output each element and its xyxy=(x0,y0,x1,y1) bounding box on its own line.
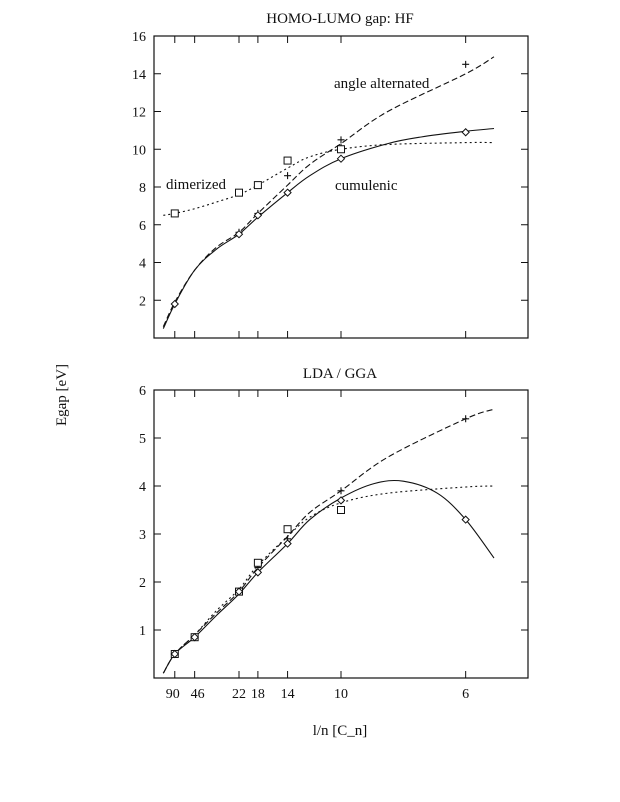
chart-title-hf: HOMO-LUMO gap: HF xyxy=(266,11,414,27)
y-tick-label: 12 xyxy=(132,106,146,121)
annotation-angle-alternated: angle alternated xyxy=(334,76,430,92)
marker-plus xyxy=(462,60,470,68)
annotation-dimerized: dimerized xyxy=(166,177,226,193)
x-tick-label: 14 xyxy=(281,687,295,702)
marker-diamond xyxy=(461,128,470,137)
marker-diamond xyxy=(190,632,199,642)
y-tick-label: 16 xyxy=(132,30,146,45)
marker-square xyxy=(337,506,345,514)
markers-hf xyxy=(170,60,470,309)
marker-diamond xyxy=(234,229,244,239)
y-tick-label: 4 xyxy=(139,257,146,272)
marker-diamond xyxy=(170,649,179,659)
series-line-solid xyxy=(162,127,495,329)
y-tick-label: 5 xyxy=(139,432,146,447)
marker-diamond xyxy=(336,154,346,163)
y-tick-label: 8 xyxy=(139,181,146,196)
x-tick-label: 46 xyxy=(191,687,205,702)
marker-square xyxy=(235,188,243,197)
y-tick-label: 1 xyxy=(139,624,146,639)
annotation-cumulenic: cumulenic xyxy=(335,178,398,194)
marker-square xyxy=(253,181,262,190)
y-tick-label: 14 xyxy=(132,68,146,83)
marker-diamond xyxy=(283,539,292,548)
marker-diamond xyxy=(170,299,179,309)
marker-plus xyxy=(462,415,470,423)
ticks-lda: 1 2 3 4 5 6 90 46 22 18 14 10 6 xyxy=(139,384,528,702)
x-tick-label: 10 xyxy=(334,687,348,702)
marker-square xyxy=(337,145,345,154)
marker-square xyxy=(283,525,292,534)
y-tick-label: 2 xyxy=(139,576,146,591)
y-tick-label: 6 xyxy=(139,384,146,399)
y-tick-label: 6 xyxy=(139,219,146,234)
marker-diamond xyxy=(253,568,263,577)
marker-diamond xyxy=(234,587,244,596)
x-tick-label: 18 xyxy=(251,687,265,702)
y-tick-label: 2 xyxy=(139,294,146,309)
series-line-dotted xyxy=(163,141,495,216)
marker-plus xyxy=(284,172,292,180)
y-tick-label: 4 xyxy=(139,480,146,495)
curves-lda xyxy=(162,408,495,674)
marker-diamond xyxy=(461,515,470,524)
marker-plus xyxy=(337,487,345,495)
y-axis-label: Egap [eV] xyxy=(54,364,70,426)
chart-lda-gga: LDA / GGA 1 2 3 4 5 6 90 46 22 18 14 10 6 xyxy=(139,366,529,702)
marker-diamond xyxy=(283,188,292,197)
x-tick-label: 22 xyxy=(232,687,246,702)
x-tick-label: 6 xyxy=(462,687,469,702)
series-line-dotted xyxy=(162,485,495,674)
y-tick-label: 10 xyxy=(132,143,146,158)
series-line-solid xyxy=(162,479,495,674)
y-tick-label: 3 xyxy=(139,528,146,543)
marker-square xyxy=(283,156,292,165)
marker-square xyxy=(253,558,262,567)
marker-square xyxy=(170,209,179,218)
x-tick-label: 90 xyxy=(166,687,180,702)
marker-plus xyxy=(337,136,345,144)
markers-lda xyxy=(170,415,470,659)
marker-diamond xyxy=(253,211,263,220)
chart-title-lda: LDA / GGA xyxy=(303,366,377,382)
marker-diamond xyxy=(336,496,346,505)
chart-hf: HOMO-LUMO gap: HF 2 4 6 8 10 12 14 16 angle alt… xyxy=(132,11,529,339)
ticks-hf: 2 4 6 8 10 12 14 16 xyxy=(132,30,528,338)
series-line-dashed xyxy=(162,408,495,674)
plot-frame-lda xyxy=(153,389,529,679)
x-axis-label: l/n [C_n] xyxy=(313,723,368,739)
